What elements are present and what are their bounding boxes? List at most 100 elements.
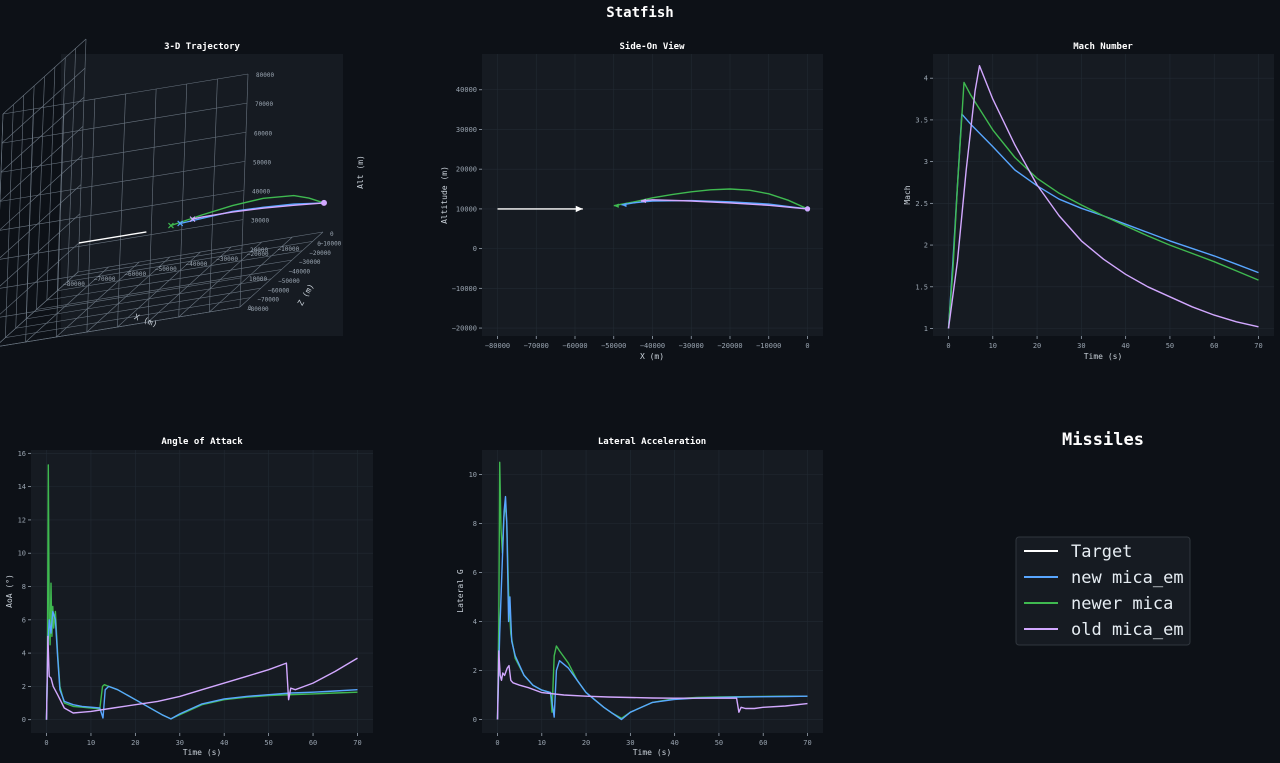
grid-wall-line bbox=[0, 242, 80, 315]
tick-label-3d: −80000 bbox=[63, 281, 85, 288]
x-tick-label: 20 bbox=[1033, 342, 1041, 350]
ticks-side: −80000 −70000 −60000 −50000 −40000 −30000 −200… bbox=[452, 86, 810, 350]
tick-label-3d: −30000 bbox=[299, 259, 321, 266]
ticks-mach: 0 10 20 30 40 50 60 70 1 1.5 2 2.5 3 3.5 4 bbox=[915, 75, 1262, 350]
x-tick-label: 60 bbox=[759, 739, 767, 747]
axes-face-aoa bbox=[31, 450, 373, 733]
grid-wall-line bbox=[0, 213, 81, 287]
tick-label-3d: −50000 bbox=[278, 278, 300, 285]
axes-face-mach bbox=[933, 54, 1274, 336]
y-tick-label: 4 bbox=[924, 75, 928, 83]
x-tick-label: 40 bbox=[1121, 342, 1129, 350]
series-line-old-mica-em bbox=[496, 650, 808, 720]
y-tick-label: 4 bbox=[473, 618, 477, 626]
tick-label-3d: −60000 bbox=[268, 287, 290, 294]
x-tick-label: −10000 bbox=[756, 342, 781, 350]
y-axis-label-latg: Lateral G bbox=[456, 569, 465, 613]
tick-label-3d: 10000 bbox=[249, 276, 267, 283]
z-axis-label-3d: Alt (m) bbox=[356, 155, 365, 189]
grid-wall-line bbox=[0, 219, 244, 260]
series-line-old-mica-em bbox=[640, 199, 808, 210]
tick-label-3d: −70000 bbox=[94, 276, 116, 283]
series-aoa bbox=[45, 464, 358, 720]
x-axis-label-aoa: Time (s) bbox=[183, 748, 222, 757]
legend-box bbox=[1015, 536, 1191, 646]
x-tick-label: 0 bbox=[805, 342, 809, 350]
x-tick-label: 50 bbox=[715, 739, 723, 747]
missile-head-old-mica-em bbox=[640, 198, 646, 204]
chart-title-side: Side-On View bbox=[619, 41, 685, 52]
series-line-newer-mica bbox=[613, 188, 808, 210]
y-tick-label: 20000 bbox=[456, 166, 477, 174]
x-tick-label: 60 bbox=[309, 739, 317, 747]
axes-face-latg bbox=[482, 450, 823, 733]
x-tick-label: −80000 bbox=[485, 342, 510, 350]
tick-label-3d: −10000 bbox=[320, 240, 342, 247]
launch-point-3d bbox=[321, 199, 327, 206]
grid-wall-line bbox=[2, 73, 249, 115]
x-tick-label: 0 bbox=[44, 739, 48, 747]
intercept-marker-3d-old-mica-em bbox=[189, 216, 196, 223]
x-tick-label: 40 bbox=[220, 739, 228, 747]
x-tick-label: 30 bbox=[1077, 342, 1085, 350]
grid-wall-line bbox=[0, 277, 242, 318]
grid-wall-line bbox=[2, 38, 87, 115]
y-tick-label: 8 bbox=[473, 520, 477, 528]
figure-title: Statfish bbox=[606, 5, 673, 21]
x-tick-label: 40 bbox=[670, 739, 678, 747]
y-tick-label: 40000 bbox=[456, 86, 477, 94]
tick-label-3d: 0 bbox=[330, 231, 334, 238]
x-tick-label: 10 bbox=[87, 739, 95, 747]
tick-label-3d: 20000 bbox=[250, 247, 268, 254]
series-line-3d-target bbox=[78, 231, 147, 244]
x-tick-label: 50 bbox=[1166, 342, 1174, 350]
x-tick-label: −20000 bbox=[717, 342, 742, 350]
tick-label-3d: −20000 bbox=[309, 250, 331, 257]
x-tick-label: 70 bbox=[353, 739, 361, 747]
series-line-3d-newer-mica bbox=[170, 194, 325, 227]
series-line-3d-old-mica-em bbox=[192, 202, 325, 220]
x-tick-label: 20 bbox=[582, 739, 590, 747]
axes-face-3d bbox=[61, 54, 343, 336]
target-arrowhead bbox=[575, 205, 583, 213]
series-line-old-mica-em bbox=[45, 635, 358, 720]
y-tick-label: 1.5 bbox=[915, 283, 928, 291]
tick-label-3d: 30000 bbox=[251, 218, 269, 225]
grid-wall-line bbox=[0, 113, 4, 211]
grid-wall-line bbox=[0, 306, 241, 347]
y-tick-label: 10 bbox=[18, 550, 26, 558]
x-axis-label-mach: Time (s) bbox=[1084, 352, 1123, 361]
x-tick-label: −70000 bbox=[524, 342, 549, 350]
grid-side bbox=[482, 54, 823, 336]
y-tick-label: 2 bbox=[22, 683, 26, 691]
x-tick-label: −40000 bbox=[640, 342, 665, 350]
x-tick-label: 0 bbox=[495, 739, 499, 747]
grid-wall-line bbox=[0, 155, 83, 231]
grid-wall-line bbox=[0, 97, 85, 173]
missile-head-new-mica-em bbox=[621, 202, 627, 208]
x-tick-label: −50000 bbox=[601, 342, 626, 350]
y-tick-label: 0 bbox=[22, 716, 26, 724]
grid-mach bbox=[933, 54, 1274, 336]
panel-3d-trajectory: 3-D Trajectory −80000−70000−60000−50000−… bbox=[0, 38, 365, 347]
tick-label-3d: 0 bbox=[248, 305, 252, 312]
panel-angle-of-attack: Angle of Attack 0 10 20 30 40 50 60 70 0 2 4 6 8 10 12… bbox=[5, 437, 373, 757]
legend-title: Missiles bbox=[1062, 430, 1144, 450]
tick-label-3d: −70000 bbox=[257, 297, 279, 304]
grid-floor-line bbox=[57, 250, 303, 292]
tick-label-3d: −10000 bbox=[278, 246, 300, 253]
panel-lateral-acceleration: Lateral Acceleration 0 10 20 30 40 50 60 70 0 2 4 6… bbox=[456, 436, 823, 757]
chart-title-aoa: Angle of Attack bbox=[161, 437, 243, 447]
legend-label-old-mica-em: old mica_em bbox=[1071, 620, 1184, 640]
y-tick-label: 4 bbox=[22, 650, 26, 658]
x-tick-label: 30 bbox=[626, 739, 634, 747]
grid-wall-line bbox=[0, 161, 246, 202]
x-axis-label-side: X (m) bbox=[640, 352, 664, 361]
series-line-new-mica-em bbox=[45, 610, 358, 720]
tick-label-3d: 0 bbox=[317, 241, 321, 248]
panel-mach-number: Mach Number 0 10 20 30 40 50 60 70 1 1.5 2 2.5 3 3.5 4… bbox=[903, 42, 1274, 361]
tick-label-3d: 80000 bbox=[256, 72, 274, 79]
tick-label-3d: −30000 bbox=[216, 256, 238, 263]
